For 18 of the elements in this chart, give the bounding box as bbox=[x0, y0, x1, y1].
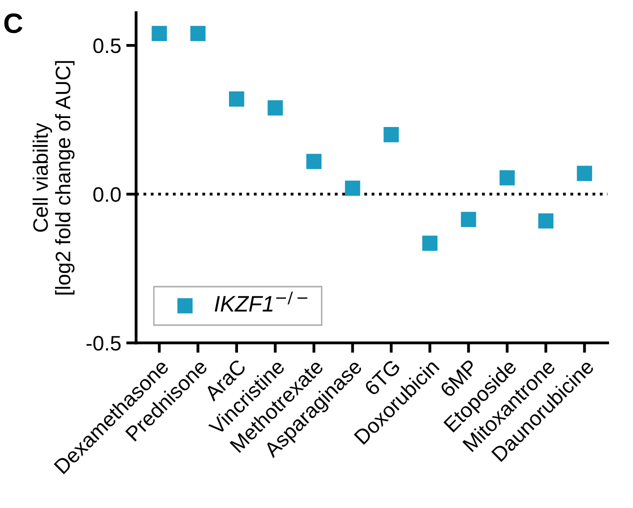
point bbox=[152, 26, 167, 42]
point bbox=[228, 91, 244, 107]
point bbox=[344, 180, 360, 196]
point bbox=[422, 236, 438, 251]
y-axis-title: Cell viability [log2 fold change of AUC] bbox=[32, 61, 75, 294]
point bbox=[190, 26, 206, 42]
y-tick-label: -0.5 bbox=[86, 336, 121, 351]
text: C bbox=[4, 13, 22, 34]
legend-label: IKZF1$^{−/−}$ bbox=[214, 292, 308, 312]
point bbox=[538, 213, 554, 229]
point bbox=[460, 212, 476, 228]
point bbox=[306, 154, 322, 170]
y-tick-label: 0.0 bbox=[93, 187, 121, 202]
point bbox=[384, 127, 399, 142]
point bbox=[500, 170, 515, 186]
point bbox=[576, 166, 592, 181]
y-tick-label: 0.5 bbox=[93, 38, 121, 54]
point bbox=[268, 100, 283, 116]
